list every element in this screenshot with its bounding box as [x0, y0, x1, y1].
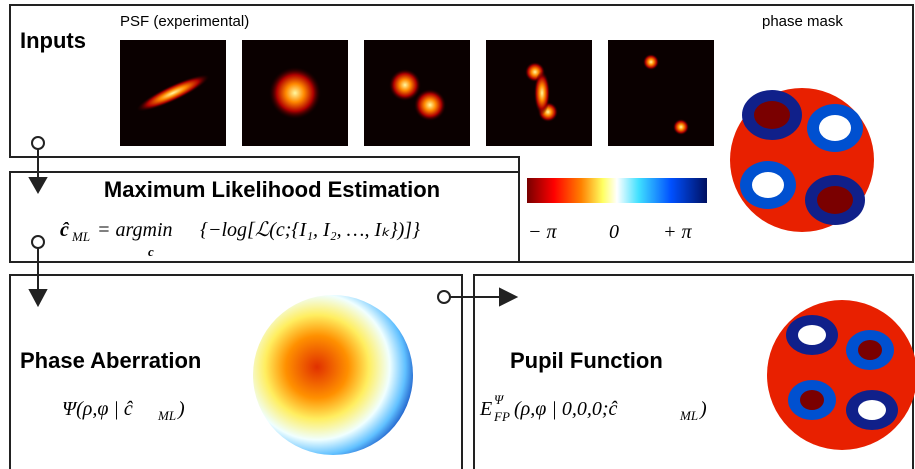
pupil-function-title: Pupil Function — [510, 348, 663, 373]
formula-part: ML — [71, 229, 90, 244]
phase-aberration-image — [253, 295, 413, 455]
formula-part: Ψ(ρ,φ | ĉ — [62, 398, 134, 420]
formula-part: FP — [493, 409, 510, 424]
formula-part: {−log[ℒ(c;{I₁, I₂, …, Iₖ})]} — [200, 219, 420, 241]
formula-part: (ρ,φ | 0,0,0;ĉ — [514, 398, 618, 420]
formula-part: ML — [157, 408, 176, 423]
formula-part: ML — [679, 408, 698, 423]
formula-part: Ψ — [494, 392, 505, 407]
psf-label: PSF (experimental) — [120, 13, 249, 30]
phase-mask-label: phase mask — [762, 13, 843, 30]
psf-images — [120, 40, 714, 146]
phase-aberration-title: Phase Aberration — [20, 348, 201, 373]
mle-title: Maximum Likelihood Estimation — [104, 177, 440, 202]
formula-part: ) — [699, 398, 707, 420]
formula-part: ) — [177, 398, 185, 420]
colorbar — [527, 178, 707, 203]
formula-part: E — [479, 398, 492, 420]
figure: Inputs PSF (experimental) phase mask Max… — [0, 0, 915, 469]
formula-part: = argmin — [97, 219, 173, 241]
formula-part: ĉ — [60, 219, 70, 241]
colorbar-label: + π — [663, 221, 692, 243]
colorbar-label: − π — [528, 221, 557, 243]
colorbar-label: 0 — [609, 221, 619, 243]
pupil-function-image — [767, 300, 915, 450]
phase-mask-image — [730, 88, 874, 232]
inputs-title: Inputs — [20, 28, 86, 53]
formula-part: c — [148, 244, 154, 259]
